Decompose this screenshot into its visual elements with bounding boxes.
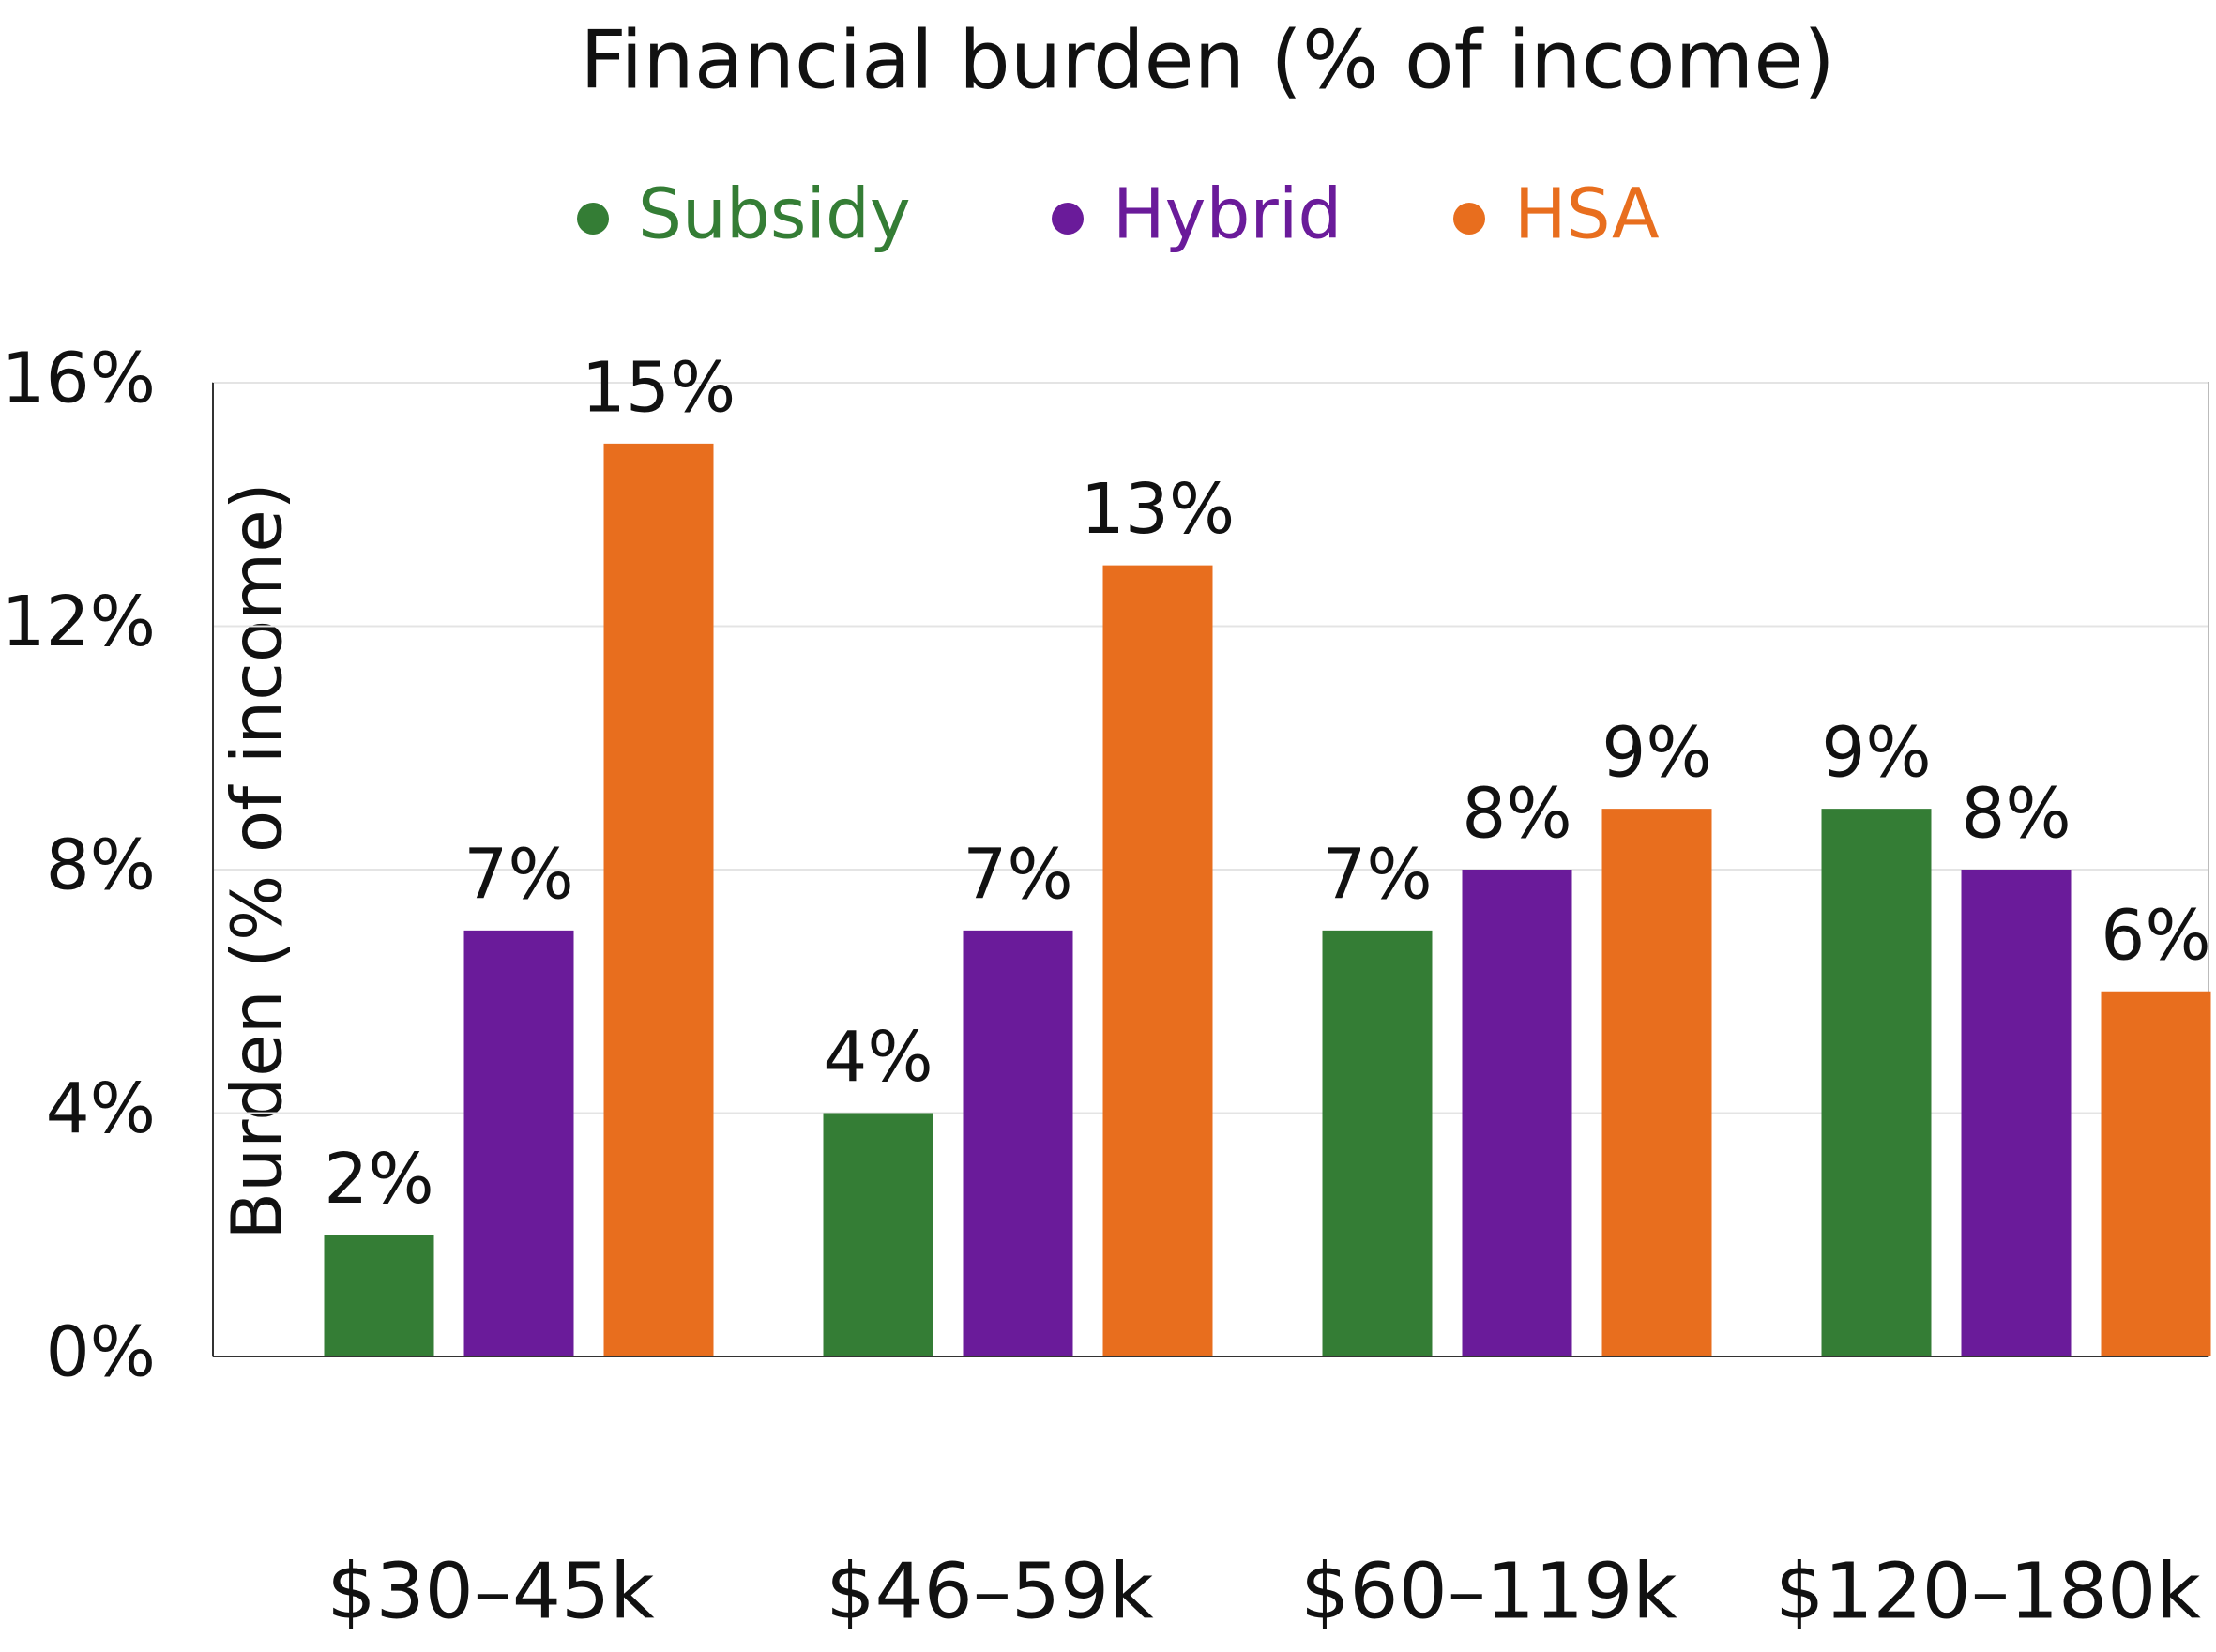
bar — [463, 930, 574, 1356]
bar — [2101, 991, 2211, 1356]
bar — [1322, 930, 1433, 1356]
y-tick-label: 12% — [2, 582, 156, 662]
y-tick-label: 8% — [46, 826, 156, 906]
value-label: 8% — [1961, 774, 2071, 855]
x-tick-label: $46–59k — [826, 1547, 1154, 1636]
value-label: 4% — [823, 1017, 933, 1098]
value-label: 8% — [1462, 774, 1571, 855]
legend-marker — [577, 203, 609, 235]
value-label: 6% — [2101, 895, 2210, 976]
bar — [1102, 565, 1213, 1356]
value-label: 7% — [963, 834, 1072, 915]
x-tick-label: $120–180k — [1775, 1547, 2201, 1636]
legend-marker — [1052, 203, 1084, 235]
y-tick-label: 0% — [46, 1312, 156, 1393]
value-label: 9% — [1601, 713, 1711, 794]
value-label: 13% — [1081, 469, 1235, 550]
bar — [1462, 870, 1572, 1356]
value-label: 7% — [463, 834, 573, 915]
legend-label: Hybrid — [1113, 174, 1342, 255]
bar — [603, 443, 714, 1356]
legend-label: Subsidy — [638, 174, 911, 255]
y-tick-label: 16% — [2, 339, 156, 419]
value-label: 15% — [582, 347, 736, 428]
x-tick-label: $60–119k — [1300, 1547, 1677, 1636]
value-label: 7% — [1322, 834, 1432, 915]
bar — [1821, 809, 1932, 1356]
x-tick-label: $30–45k — [326, 1547, 655, 1636]
bar — [823, 1113, 933, 1356]
bar — [324, 1235, 434, 1356]
legend-marker — [1453, 203, 1485, 235]
value-label: 9% — [1821, 713, 1931, 794]
legend-label: HSA — [1514, 174, 1660, 255]
chart-title: Financial burden (% of income) — [580, 13, 1835, 107]
y-axis-label: Burden (% of income) — [218, 482, 298, 1239]
value-label: 2% — [324, 1139, 433, 1220]
bar — [1601, 809, 1712, 1356]
bar — [1961, 870, 2072, 1356]
y-tick-label: 4% — [46, 1068, 156, 1149]
bar — [963, 930, 1073, 1356]
